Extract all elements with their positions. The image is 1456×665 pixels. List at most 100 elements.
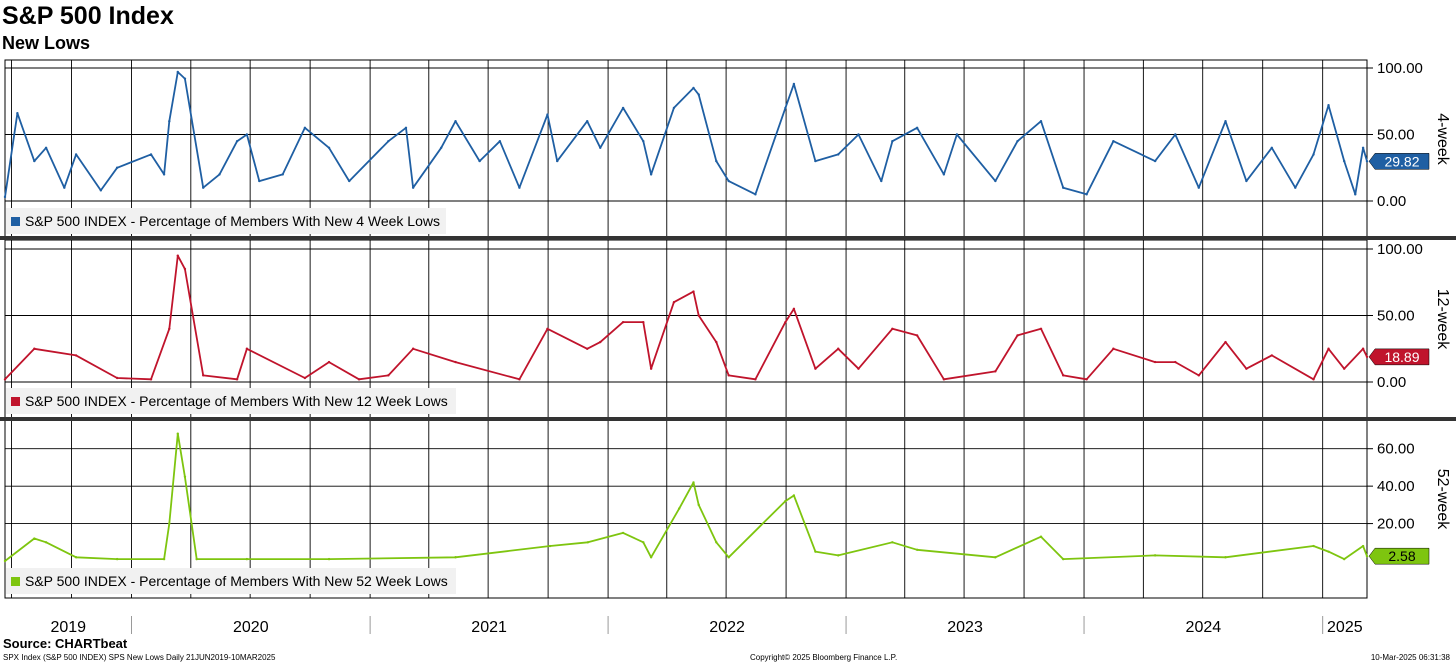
data-point xyxy=(1061,186,1065,189)
data-point xyxy=(168,120,171,123)
data-point xyxy=(3,195,7,199)
data-point xyxy=(245,133,249,136)
legend-label: S&P 500 INDEX - Percentage of Members Wi… xyxy=(25,393,448,409)
last-value-label: 29.82 xyxy=(1384,153,1419,169)
data-point xyxy=(697,503,700,507)
data-point xyxy=(1061,374,1065,377)
data-point xyxy=(784,106,787,110)
data-point xyxy=(1312,153,1315,156)
data-point xyxy=(357,378,361,381)
data-point xyxy=(176,254,179,257)
data-point xyxy=(915,126,919,130)
data-point xyxy=(915,548,919,551)
data-point xyxy=(183,267,187,271)
data-point xyxy=(599,340,602,344)
last-value-label: 18.89 xyxy=(1384,349,1419,365)
data-point xyxy=(245,347,249,350)
data-point xyxy=(1085,193,1088,196)
data-point xyxy=(235,139,239,143)
data-point xyxy=(1112,139,1115,143)
legend-box xyxy=(6,208,446,234)
data-point xyxy=(1016,139,1019,143)
data-point xyxy=(548,544,552,548)
data-point xyxy=(218,173,221,176)
y-tick-label: 20.00 xyxy=(1377,516,1415,533)
data-point xyxy=(1197,186,1200,189)
data-point xyxy=(168,327,171,330)
x-axis-year-label: 2022 xyxy=(709,619,745,636)
data-point xyxy=(814,367,817,370)
data-point xyxy=(1365,554,1369,558)
legend-swatch xyxy=(11,577,20,586)
data-point xyxy=(692,86,695,90)
data-point xyxy=(33,537,36,540)
data-point xyxy=(1270,146,1274,149)
data-point xyxy=(454,556,457,559)
data-point xyxy=(792,307,796,311)
data-point xyxy=(697,314,700,317)
data-point xyxy=(33,347,36,350)
data-point xyxy=(546,113,549,116)
data-point xyxy=(792,82,796,86)
data-point xyxy=(586,120,589,123)
data-point xyxy=(202,374,205,377)
data-point xyxy=(891,327,894,330)
data-point xyxy=(677,507,681,510)
data-point xyxy=(642,139,645,143)
series-line xyxy=(4,71,1368,198)
data-point xyxy=(115,557,119,561)
data-point xyxy=(454,120,457,123)
data-point xyxy=(1112,347,1115,350)
data-point xyxy=(3,378,7,381)
data-point xyxy=(1361,146,1365,149)
data-point xyxy=(880,179,883,183)
data-point xyxy=(1327,104,1330,107)
data-point xyxy=(1312,378,1315,381)
data-point xyxy=(327,146,331,149)
data-point xyxy=(857,367,860,370)
footer-timestamp: 10-Mar-2025 06:31:38 xyxy=(1370,653,1450,662)
data-point xyxy=(546,327,549,330)
data-point xyxy=(404,126,408,130)
data-point xyxy=(649,367,653,370)
data-point xyxy=(115,166,119,169)
data-point xyxy=(176,70,179,74)
data-point xyxy=(1039,327,1043,330)
y-tick-label: 100.00 xyxy=(1377,60,1423,77)
data-point xyxy=(162,173,166,176)
data-point xyxy=(994,556,997,559)
x-axis-year-label: 2023 xyxy=(947,619,983,636)
data-point xyxy=(621,106,625,110)
legend-box xyxy=(6,388,456,414)
source-note: Source: CHARTbeat xyxy=(3,636,128,651)
data-point xyxy=(837,153,840,156)
chart-subtitle: New Lows xyxy=(2,33,91,53)
data-point xyxy=(411,186,415,189)
data-point xyxy=(1354,193,1357,196)
chart-title: S&P 500 Index xyxy=(2,2,174,30)
data-point xyxy=(1224,556,1227,559)
data-point xyxy=(1153,554,1157,557)
data-point xyxy=(586,347,589,350)
data-point xyxy=(692,290,695,293)
legend-box xyxy=(6,568,456,594)
data-point xyxy=(303,126,307,130)
y-tick-label: 40.00 xyxy=(1377,478,1415,495)
data-point xyxy=(478,159,481,163)
data-point xyxy=(195,557,198,561)
data-point xyxy=(16,112,19,115)
data-point xyxy=(672,106,676,110)
data-point xyxy=(115,376,119,380)
data-point xyxy=(915,334,919,337)
data-point xyxy=(556,159,559,163)
data-point xyxy=(857,133,860,136)
data-point xyxy=(621,531,625,535)
data-point xyxy=(814,159,817,163)
data-point xyxy=(74,556,78,559)
legend-swatch xyxy=(11,217,20,226)
data-point xyxy=(891,139,894,143)
y-tick-label: 100.00 xyxy=(1377,241,1423,258)
panel-label: 52-week xyxy=(1434,469,1451,530)
data-point xyxy=(245,557,249,561)
